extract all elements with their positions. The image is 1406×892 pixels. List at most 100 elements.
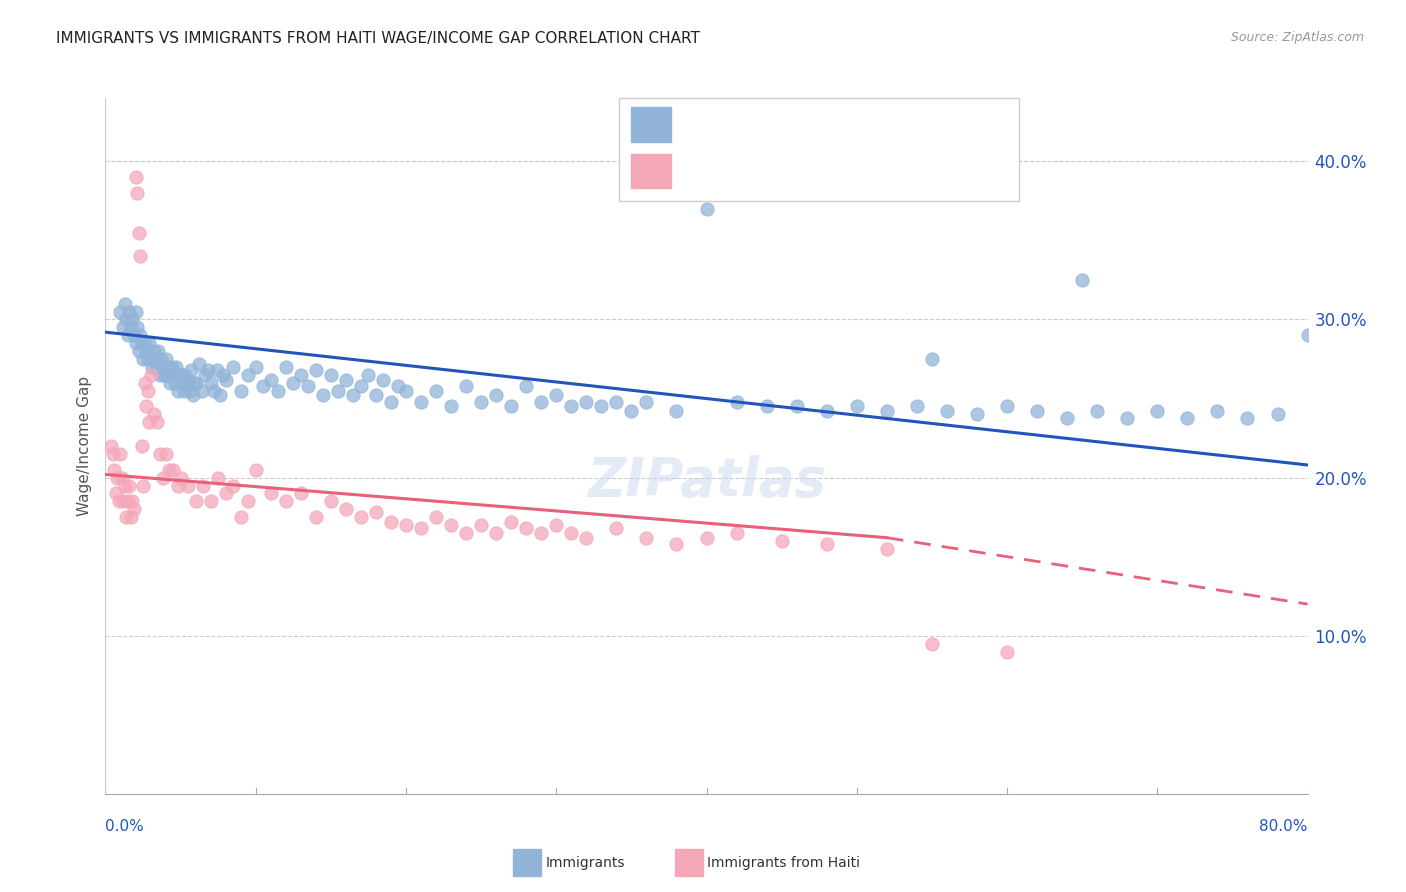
Point [184,494,207,508]
Point [121,312,143,326]
Text: IMMIGRANTS VS IMMIGRANTS FROM HAITI WAGE/INCOME GAP CORRELATION CHART: IMMIGRANTS VS IMMIGRANTS FROM HAITI WAGE… [56,31,700,46]
Point [135,344,157,359]
Point [183,376,205,390]
Point [148,368,170,382]
Point [145,359,167,374]
Bar [631,153,671,188]
Point [665,404,688,418]
Point [425,384,447,398]
Point [111,470,134,484]
Point [515,379,537,393]
Point [274,359,297,374]
Point [1026,404,1049,418]
Point [290,368,312,382]
Point [214,486,236,500]
Point [425,510,447,524]
Point [770,533,793,548]
Point [845,400,868,414]
Point [921,637,943,651]
Point [191,478,214,492]
Point [786,400,808,414]
Point [157,359,180,374]
Point [145,415,167,429]
Point [395,518,418,533]
Point [409,394,432,409]
Point [515,521,537,535]
Point [132,351,155,366]
Point [134,376,156,390]
Point [501,400,523,414]
Point [267,384,290,398]
Point [124,170,146,185]
Point [103,463,125,477]
Point [1236,410,1258,425]
Point [122,502,145,516]
Point [115,510,138,524]
Point [530,394,553,409]
Point [454,525,477,540]
Point [122,328,145,343]
Point [108,494,131,508]
Point [1056,410,1078,425]
Point [166,478,188,492]
Point [132,478,155,492]
Point [364,388,387,402]
Point [124,336,146,351]
Point [229,510,252,524]
Point [1175,410,1198,425]
Point [120,320,142,334]
Point [546,518,568,533]
Point [440,518,463,533]
Point [121,494,143,508]
Point [112,320,135,334]
Point [312,388,335,402]
Point [305,510,328,524]
Point [936,404,959,418]
Point [177,478,200,492]
Point [118,304,141,318]
Point [380,515,402,529]
Text: 0.0%: 0.0% [105,820,145,834]
Point [162,463,184,477]
Point [260,486,283,500]
Text: R =  -0.155   N =  78: R = -0.155 N = 78 [683,161,893,178]
Point [995,400,1018,414]
Point [156,368,179,382]
Point [148,447,170,461]
Point [134,336,156,351]
Point [152,359,174,374]
Point [153,368,176,382]
Point [245,463,267,477]
Point [696,202,718,216]
Point [815,404,838,418]
Point [177,373,200,387]
Point [274,494,297,508]
Point [905,400,928,414]
Point [636,531,658,545]
FancyBboxPatch shape [619,98,1019,201]
Point [560,400,582,414]
Point [205,363,228,377]
Point [112,494,135,508]
Point [283,376,305,390]
Point [335,502,357,516]
Point [1116,410,1139,425]
Point [141,359,163,374]
Point [755,400,778,414]
Point [238,368,260,382]
Point [530,525,553,540]
Point [100,439,122,453]
Point [181,388,204,402]
Point [167,368,190,382]
Point [725,525,748,540]
Point [575,394,598,409]
Point [876,541,898,556]
Point [155,351,177,366]
Point [1146,404,1168,418]
Point [128,226,150,240]
Point [176,379,198,393]
Point [129,249,152,263]
Point [139,368,162,382]
Point [117,494,139,508]
Point [485,388,508,402]
